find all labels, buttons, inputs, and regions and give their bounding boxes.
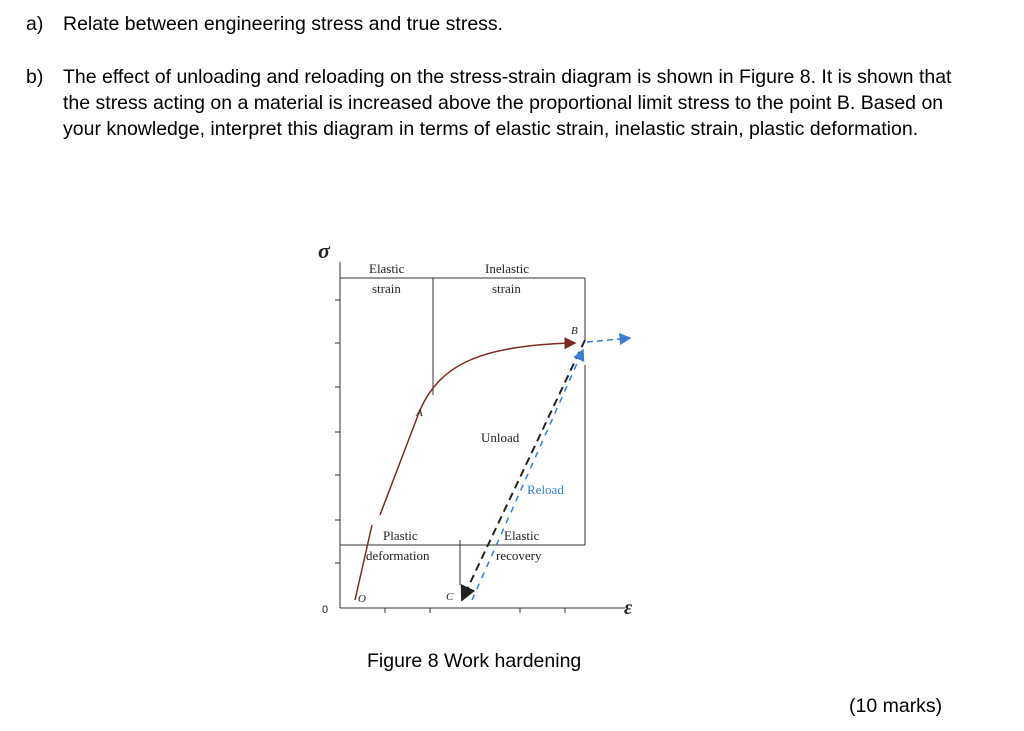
region-label: strain xyxy=(492,281,521,296)
region-label: deformation xyxy=(366,548,430,563)
x-axis-label: ε xyxy=(624,597,633,619)
loading-curve xyxy=(354,343,575,601)
region-label: recovery xyxy=(496,548,542,563)
question-text: Relate between engineering stress and tr… xyxy=(63,13,504,35)
question-b: b) The effect of unloading and reloading… xyxy=(26,64,966,142)
region-label: strain xyxy=(372,281,401,296)
region-label: Elastic xyxy=(504,528,540,543)
origin-label: 0 xyxy=(322,604,328,616)
point-label: O xyxy=(358,593,366,605)
figure-caption: Figure 8 Work hardening xyxy=(367,650,582,672)
region-label: Elastic xyxy=(369,261,405,276)
unload-label: Unload xyxy=(481,430,520,445)
point-label: C xyxy=(446,591,454,603)
axes xyxy=(335,262,625,613)
marks: (10 marks) xyxy=(849,695,943,717)
point-label: A xyxy=(415,407,423,419)
unload-line xyxy=(460,339,586,602)
y-axis-label: σ xyxy=(318,238,331,263)
question-text: The effect of unloading and reloading on… xyxy=(63,66,952,140)
question-label: a) xyxy=(26,13,44,35)
question-a: a) Relate between engineering stress and… xyxy=(26,11,966,37)
question-label: b) xyxy=(26,66,44,88)
region-label: Inelastic xyxy=(485,261,529,276)
reload-line xyxy=(471,348,585,601)
point-label: B xyxy=(571,325,578,337)
reload-label: Reload xyxy=(527,482,564,497)
continue-arrow xyxy=(586,332,632,345)
region-label: Plastic xyxy=(383,528,418,543)
